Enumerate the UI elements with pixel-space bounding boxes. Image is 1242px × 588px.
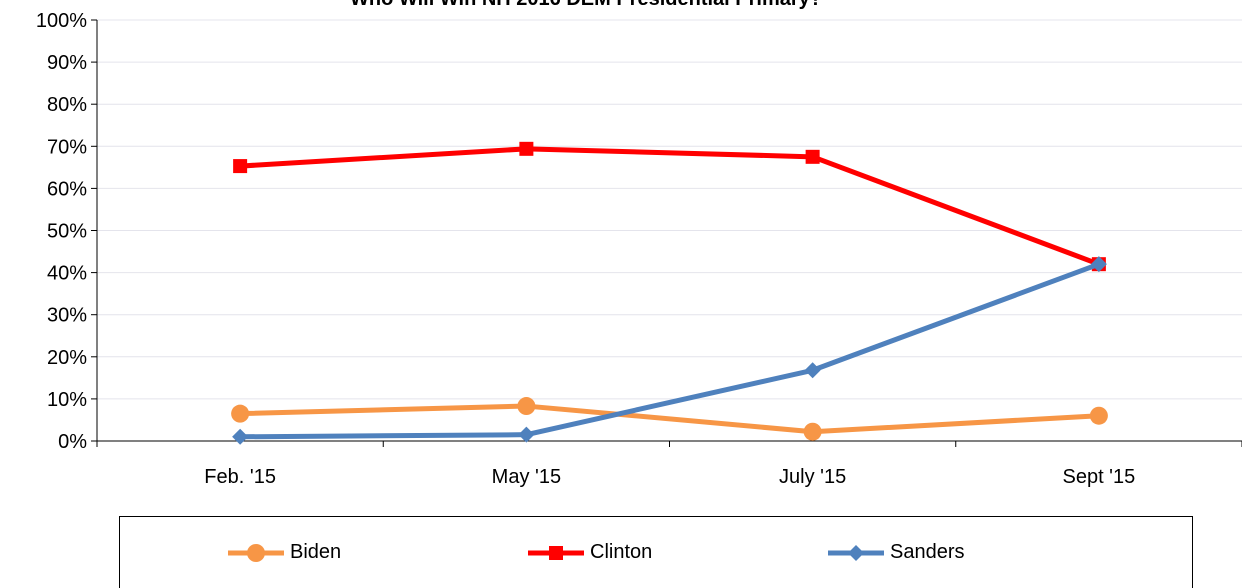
data-point-biden [1089, 406, 1108, 425]
series-line-biden [240, 403, 1100, 435]
series-clinton [233, 141, 1106, 272]
legend-item-biden: Biden [206, 541, 506, 565]
legend-item-sanders: Sanders [806, 541, 1106, 565]
x-tick-label: Feb. '15 [204, 466, 276, 488]
gridlines [97, 19, 1242, 400]
x-tick-label: July '15 [779, 466, 846, 488]
y-tick-label: 60% [47, 178, 87, 200]
x-tick-label: May '15 [492, 466, 561, 488]
data-point-clinton [233, 159, 248, 174]
legend: Biden Clinton Sanders [119, 516, 1193, 588]
data-point-biden [231, 404, 250, 423]
data-point-sanders [232, 428, 249, 445]
x-tick-label: Sept '15 [1062, 466, 1135, 488]
y-tick-label: 20% [47, 347, 87, 369]
data-point-sanders [518, 426, 535, 443]
series-sanders [232, 256, 1107, 445]
series-biden [231, 397, 1108, 441]
y-tick-label: 40% [47, 263, 87, 285]
legend-label-sanders: Sanders [890, 541, 965, 563]
legend-swatch-sanders [828, 544, 884, 561]
data-point-clinton [805, 149, 820, 164]
legend-item-clinton: Clinton [506, 541, 806, 565]
chart-title: Who Will Win NH 2016 DEM Presidential Pr… [350, 0, 822, 10]
y-tick-label: 90% [47, 52, 87, 74]
series-line-sanders [240, 261, 1100, 440]
y-tick-label: 100% [36, 10, 87, 32]
data-point-clinton [519, 141, 534, 156]
y-tick-label: 50% [47, 221, 87, 243]
y-tick-label: 80% [47, 94, 87, 116]
series-line-clinton [239, 146, 1100, 267]
x-axis-tick-labels: Feb. '15 May '15 July '15 Sept '15 [204, 466, 1135, 488]
data-point-biden [517, 397, 536, 416]
data-point-sanders [1090, 256, 1107, 273]
y-axis-tick-labels: 0% 10% 20% 30% 40% 50% 60% 70% 80% 90% 100% [36, 10, 87, 453]
legend-swatch-biden [228, 543, 284, 562]
axes [91, 19, 1242, 447]
y-tick-label: 10% [47, 389, 87, 411]
series-lines [231, 141, 1108, 445]
y-tick-label: 0% [58, 431, 87, 453]
legend-swatch-clinton [528, 545, 584, 560]
y-tick-label: 30% [47, 305, 87, 327]
data-point-biden [803, 422, 822, 441]
data-point-sanders [804, 362, 821, 379]
legend-label-biden: Biden [290, 541, 342, 563]
legend-label-clinton: Clinton [590, 541, 653, 563]
line-chart: Who Will Win NH 2016 DEM Presidential Pr… [36, 0, 1242, 488]
y-tick-label: 70% [47, 136, 87, 158]
